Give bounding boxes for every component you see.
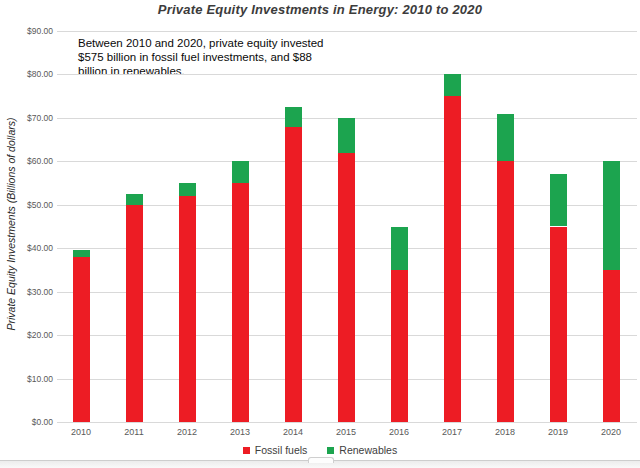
bar-2019-renewables [550, 174, 567, 226]
bar-2010-fossil-fuels [73, 257, 90, 422]
y-tick-label-50: $50.00 [3, 200, 53, 210]
bar-2011-fossil-fuels [126, 205, 143, 422]
bar-2013-fossil-fuels [232, 183, 249, 422]
bar-2016-renewables [391, 227, 408, 270]
legend-label-fossil-fuels: Fossil fuels [255, 444, 308, 456]
bar-2016-fossil-fuels [391, 270, 408, 422]
legend-item-renewables: Renewables [327, 444, 397, 456]
bar-2012-fossil-fuels [179, 196, 196, 422]
x-tick-label-2010: 2010 [60, 427, 102, 437]
legend-label-renewables: Renewables [339, 444, 397, 456]
bar-2017-renewables [444, 74, 461, 96]
legend: Fossil fuels Renewables [0, 444, 640, 456]
gridline-0 [57, 422, 637, 423]
x-tick-label-2015: 2015 [325, 427, 367, 437]
y-tick-label-20: $20.00 [3, 330, 53, 340]
gridline-90 [57, 31, 637, 32]
x-tick-label-2019: 2019 [537, 427, 579, 437]
drawer-handle[interactable] [308, 457, 334, 463]
y-tick-label-80: $80.00 [3, 69, 53, 79]
bar-2014-fossil-fuels [285, 127, 302, 422]
x-tick-label-2013: 2013 [219, 427, 261, 437]
bottom-edge-scrollbar [0, 460, 640, 468]
bar-2011-renewables [126, 194, 143, 205]
gridline-80 [57, 74, 637, 75]
y-tick-label-10: $10.00 [3, 374, 53, 384]
bar-2013-renewables [232, 161, 249, 183]
y-tick-label-30: $30.00 [3, 287, 53, 297]
bar-2019-fossil-fuels [550, 227, 567, 423]
plot-area: $0.00 $10.00 $20.00 $30.00 $40.00 $50.00 $60.0… [0, 0, 640, 468]
bar-2018-renewables [497, 114, 514, 162]
fossil-fuels-swatch-icon [243, 447, 250, 454]
x-tick-label-2018: 2018 [484, 427, 526, 437]
x-tick-label-2020: 2020 [590, 427, 632, 437]
bar-2018-fossil-fuels [497, 161, 514, 422]
bar-2015-fossil-fuels [338, 153, 355, 422]
y-tick-label-40: $40.00 [3, 243, 53, 253]
x-tick-label-2011: 2011 [113, 427, 155, 437]
y-tick-label-90: $90.00 [3, 26, 53, 36]
chart-canvas: Private Equity Investments in Energy: 20… [0, 0, 640, 468]
renewables-swatch-icon [327, 447, 334, 454]
bar-2015-renewables [338, 118, 355, 153]
x-tick-label-2014: 2014 [272, 427, 314, 437]
bar-2020-renewables [603, 161, 620, 270]
bar-2020-fossil-fuels [603, 270, 620, 422]
x-tick-label-2017: 2017 [431, 427, 473, 437]
bar-2012-renewables [179, 183, 196, 196]
bar-2014-renewables [285, 107, 302, 127]
bar-2017-fossil-fuels [444, 96, 461, 422]
y-tick-label-60: $60.00 [3, 156, 53, 166]
x-tick-label-2016: 2016 [378, 427, 420, 437]
y-tick-label-0: $0.00 [3, 417, 53, 427]
bar-2010-renewables [73, 250, 90, 257]
y-tick-label-70: $70.00 [3, 113, 53, 123]
legend-item-fossil-fuels: Fossil fuels [243, 444, 308, 456]
x-tick-label-2012: 2012 [166, 427, 208, 437]
